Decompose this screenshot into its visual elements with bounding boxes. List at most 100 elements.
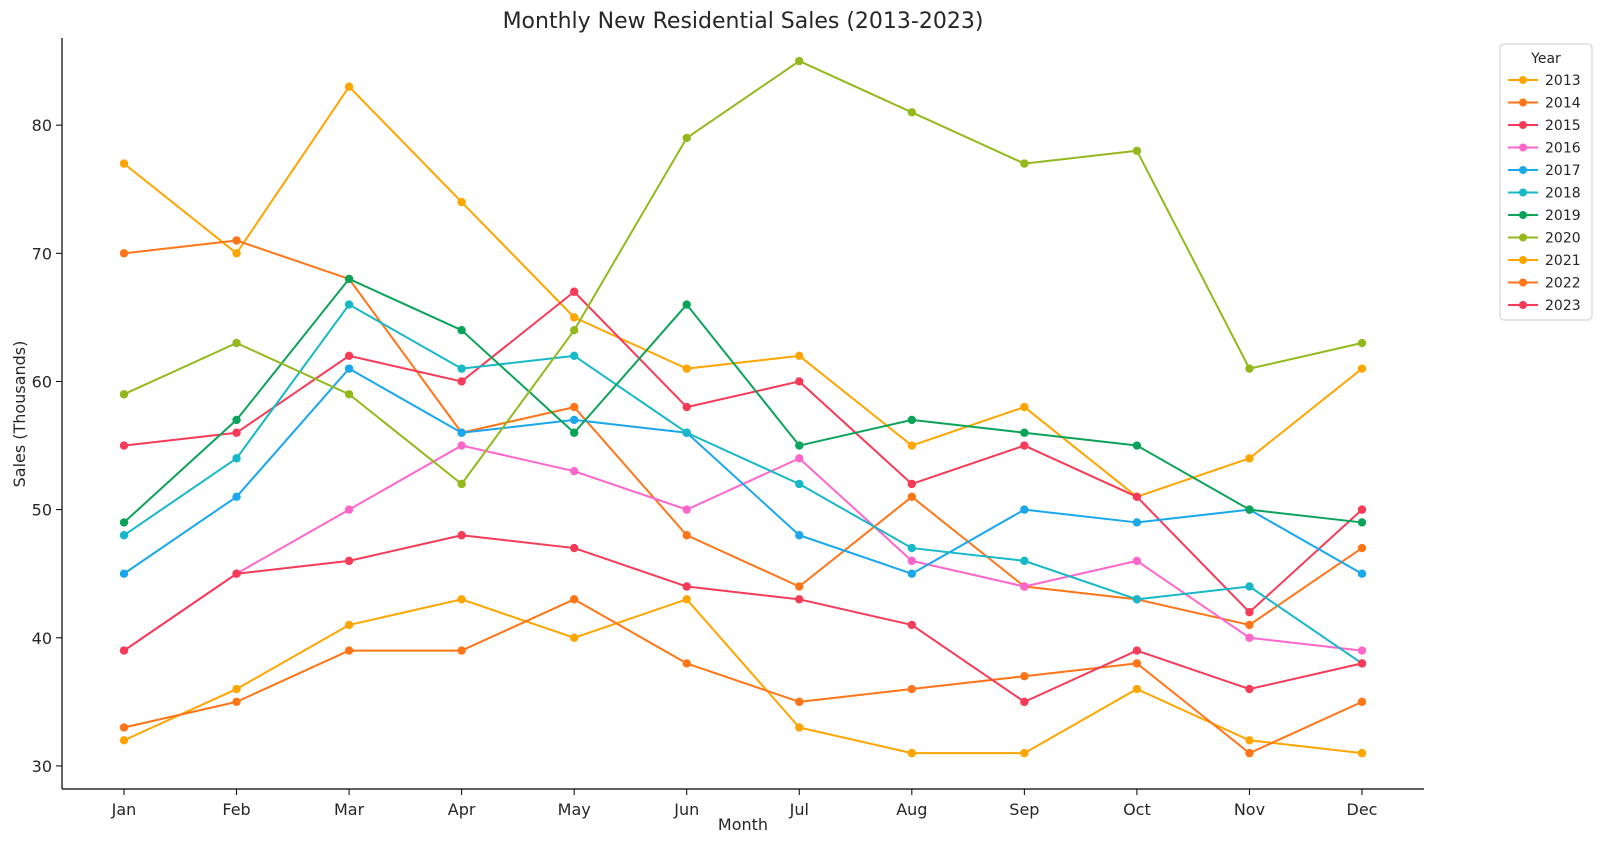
data-point — [119, 569, 129, 578]
x-axis-ticks: Jan Feb Mar Apr May Jun Jul Aug Sep Oct Nov Dec — [111, 789, 1378, 819]
data-point — [119, 249, 129, 258]
legend-items: 2013 2014 2015 2016 2017 2018 2019 2020 2021 2022… — [1508, 73, 1581, 314]
data-point — [1357, 748, 1367, 758]
data-point — [569, 351, 579, 361]
data-point — [1132, 146, 1142, 155]
data-point — [569, 595, 579, 604]
data-point — [682, 133, 691, 143]
data-point — [907, 569, 917, 578]
data-point — [457, 531, 466, 540]
data-point — [457, 325, 466, 335]
y-tick-label: 80 — [32, 116, 52, 135]
legend-swatch-marker — [1519, 301, 1527, 309]
x-axis-label: Month — [718, 815, 768, 834]
data-point — [1132, 659, 1142, 668]
series-line — [123, 290, 1363, 614]
data-point — [119, 736, 129, 745]
legend-item-2020: 2020 — [1508, 231, 1581, 247]
legend-item-2013: 2013 — [1508, 73, 1581, 89]
data-point — [232, 428, 241, 437]
data-point — [344, 300, 354, 309]
data-point — [1245, 505, 1254, 514]
data-point — [795, 479, 804, 489]
x-tick-label: Nov — [1234, 800, 1265, 819]
series-line — [123, 277, 1363, 524]
legend-swatch-marker — [1519, 166, 1527, 174]
data-point — [795, 531, 804, 540]
legend-label: 2019 — [1545, 208, 1581, 224]
series-2021 — [119, 595, 1367, 758]
data-point — [344, 620, 354, 630]
data-point — [795, 377, 804, 386]
chart-title: Monthly New Residential Sales (2013-2023… — [503, 9, 984, 34]
data-point — [1245, 633, 1254, 642]
data-point — [795, 454, 804, 463]
series-line — [123, 367, 1363, 575]
x-tick-label: May — [558, 800, 591, 819]
data-point — [682, 595, 691, 604]
data-point — [795, 697, 804, 707]
data-point — [682, 505, 691, 514]
data-point — [344, 646, 354, 655]
data-point — [569, 543, 579, 553]
data-point — [119, 441, 129, 450]
x-tick-label: Jul — [789, 800, 809, 819]
legend-label: 2016 — [1545, 141, 1581, 157]
series-line — [123, 598, 1363, 755]
legend-swatch-marker — [1519, 233, 1527, 242]
legend-label: 2023 — [1545, 298, 1581, 314]
data-point — [457, 428, 466, 437]
series-line — [123, 534, 1363, 703]
x-tick-label: Aug — [896, 800, 927, 819]
data-point — [1132, 492, 1142, 502]
data-point — [1245, 582, 1254, 591]
data-point — [344, 364, 354, 373]
data-point — [907, 556, 917, 566]
data-point — [907, 479, 917, 489]
x-tick-label: Jun — [673, 800, 699, 819]
legend-swatch-marker — [1519, 143, 1527, 152]
data-point — [1357, 364, 1367, 373]
data-point — [119, 518, 129, 527]
data-point — [795, 723, 804, 732]
series-line — [123, 60, 1363, 485]
data-point — [1132, 441, 1142, 450]
data-point — [569, 633, 579, 642]
data-point — [119, 159, 129, 168]
data-point — [232, 236, 241, 245]
data-point — [1132, 646, 1142, 655]
data-point — [1020, 441, 1029, 450]
data-point — [1020, 582, 1029, 591]
data-point — [1245, 684, 1254, 694]
legend-label: 2015 — [1545, 118, 1581, 134]
x-tick-label: Dec — [1347, 800, 1378, 819]
data-point — [1245, 454, 1254, 463]
legend-label: 2013 — [1545, 73, 1581, 89]
y-axis-ticks: 30 40 50 60 70 80 — [32, 116, 62, 776]
data-point — [795, 595, 804, 604]
x-tick-label: Apr — [448, 800, 476, 819]
legend-item-2019: 2019 — [1508, 208, 1581, 224]
data-point — [457, 197, 466, 207]
legend-label: 2014 — [1545, 96, 1581, 112]
legend-box — [1499, 43, 1593, 321]
data-point — [682, 364, 691, 373]
data-point — [907, 543, 917, 553]
data-point — [1020, 428, 1029, 437]
data-point — [1245, 364, 1254, 373]
data-point — [232, 454, 241, 463]
data-point — [682, 582, 691, 591]
legend-item-2017: 2017 — [1508, 163, 1581, 179]
legend: Year 2013 2014 2015 2016 2017 2018 2019 2020 202… — [1499, 43, 1593, 321]
x-tick-label: Oct — [1123, 800, 1151, 819]
data-point — [1357, 646, 1367, 655]
data-point — [682, 300, 691, 309]
data-point — [1245, 736, 1254, 745]
legend-swatch-marker — [1519, 278, 1527, 287]
data-point — [907, 620, 917, 630]
series-2015 — [119, 287, 1367, 617]
data-point — [344, 390, 354, 399]
data-point — [1020, 672, 1029, 681]
series-group — [119, 56, 1367, 758]
